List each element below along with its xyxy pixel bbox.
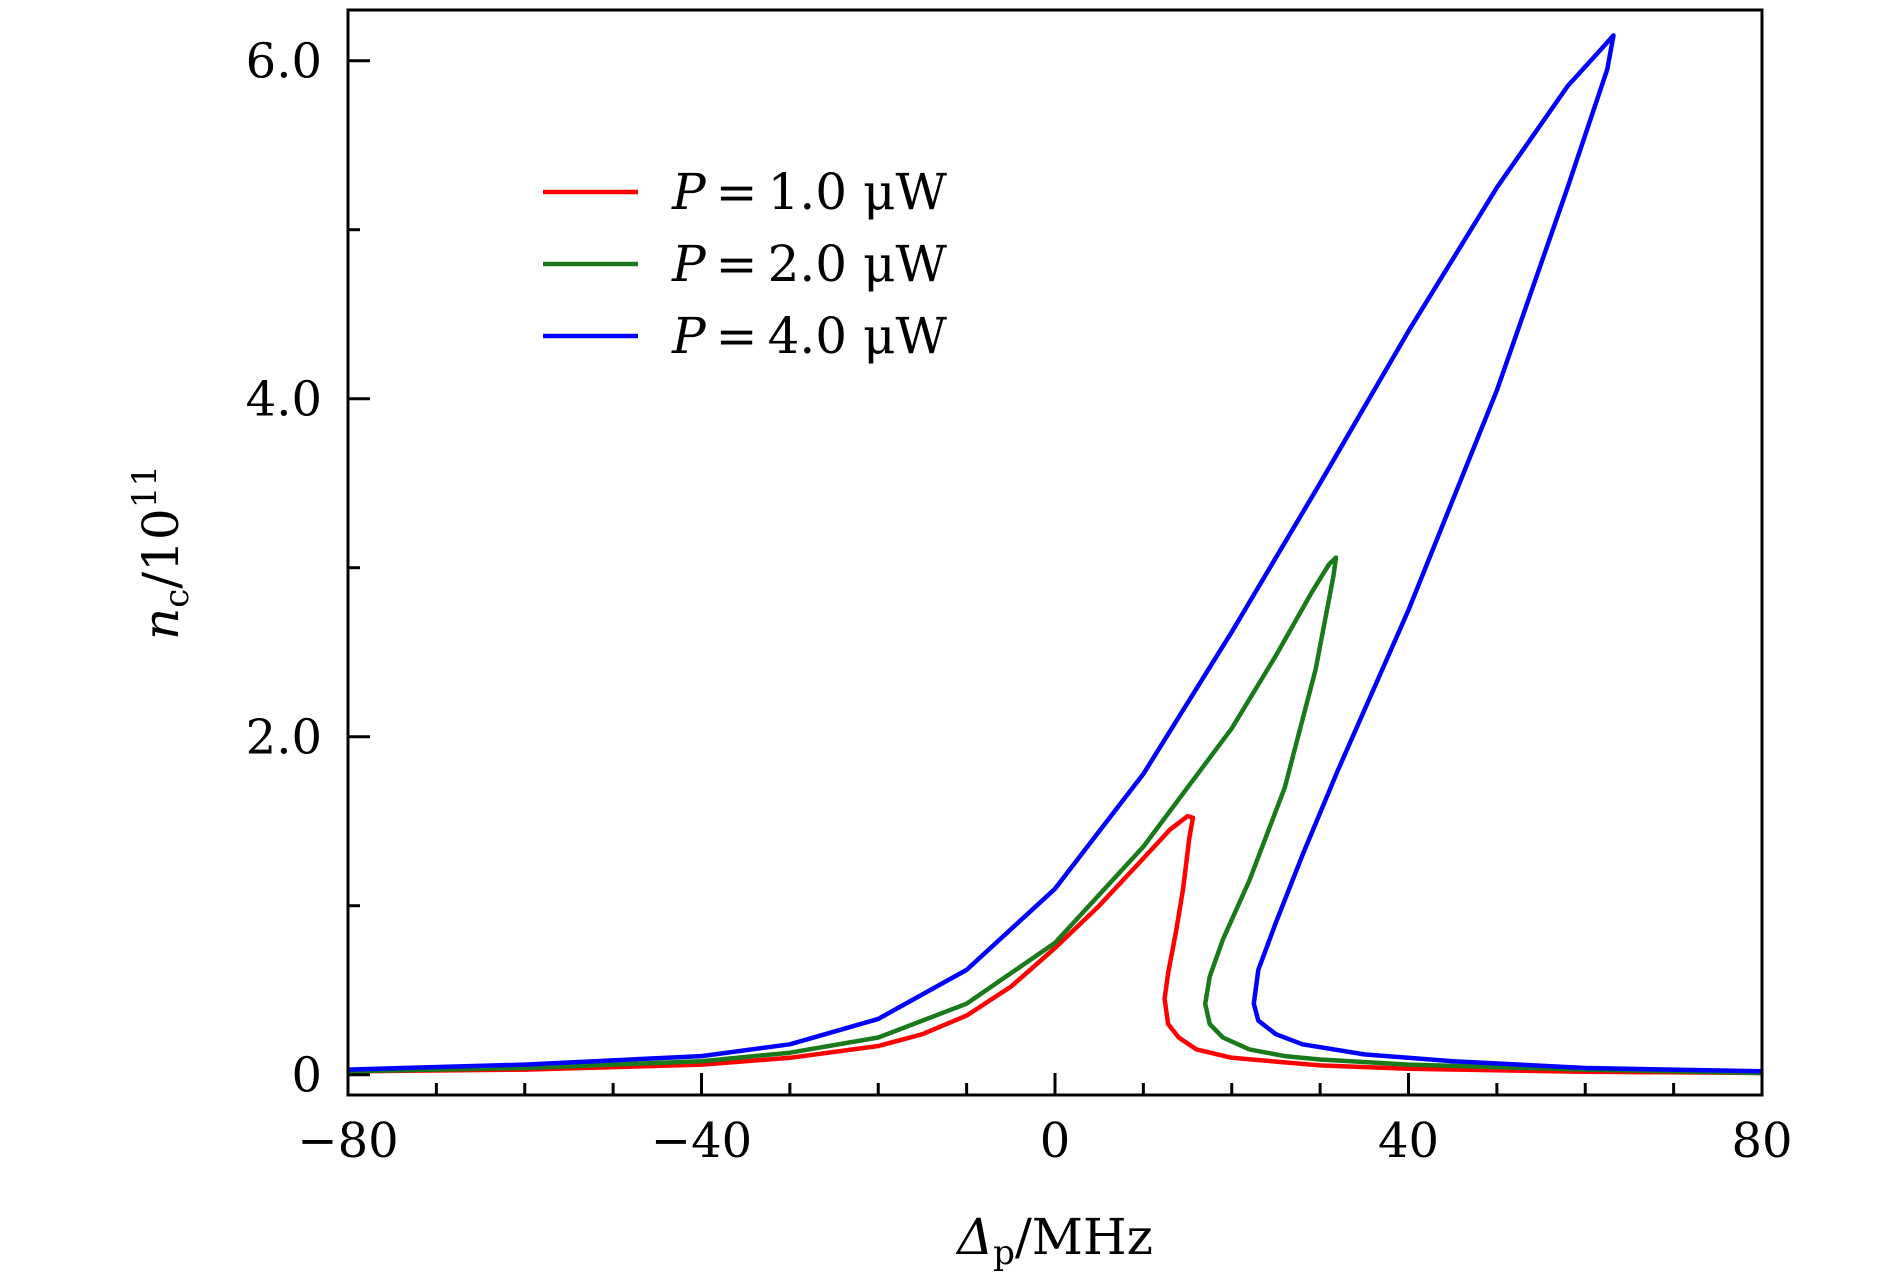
x-axis-label-subscript: p (993, 1233, 1015, 1273)
legend-label-1: P = 1.0 μW (671, 163, 947, 221)
x-axis-label-symbol: Δ (955, 1208, 993, 1266)
y-axis-label-symbol: n (132, 608, 190, 640)
x-tick-label: −40 (651, 1113, 752, 1169)
plot-frame (346, 8, 1764, 1097)
plot-curves (347, 33, 1763, 1076)
y-axis-label-subscript: c (157, 589, 197, 608)
y-tick-label: 6.0 (246, 34, 322, 90)
series-line-3 (347, 33, 1763, 1074)
series-line-2 (347, 555, 1763, 1076)
x-tick-label: 0 (1040, 1113, 1071, 1169)
axis-ticks (346, 59, 1764, 1095)
y-axis-label: nc/1011 (125, 465, 197, 640)
x-tick-label: 80 (1731, 1113, 1792, 1169)
x-tick-label: −80 (297, 1113, 398, 1169)
axis-tick-labels: −80 −40 0 40 80 0 2.0 4.0 6.0 (246, 34, 1793, 1169)
legend-label-3: P = 4.0 μW (671, 307, 947, 365)
x-axis-label: Δp/MHz (955, 1208, 1153, 1273)
legend-label-2: P = 2.0 μW (671, 235, 947, 293)
x-axis-label-unit: /MHz (1015, 1208, 1153, 1266)
y-axis-label-suffix: /10 (132, 508, 190, 588)
y-axis-label-exponent: 11 (125, 465, 165, 508)
y-tick-label: 2.0 (246, 710, 322, 766)
y-tick-label: 0 (291, 1048, 322, 1104)
series-line-1 (347, 813, 1763, 1076)
x-tick-label: 40 (1378, 1113, 1439, 1169)
y-tick-label: 4.0 (246, 372, 322, 428)
legend: P = 1.0 μW P = 2.0 μW P = 4.0 μW (543, 163, 947, 365)
